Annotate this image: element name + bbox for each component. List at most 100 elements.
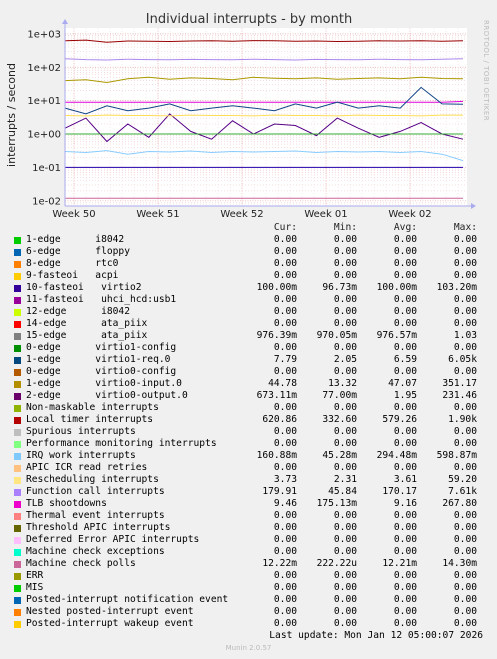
legend-row: Function call interrupts 179.91 45.84 170.1… [14,486,484,498]
legend-series-name: Rescheduling interrupts [26,474,159,485]
legend-row: 14-edge ata_piix 0.00 0.00 0.00 0.00 [14,318,484,330]
legend-value-max: 351.17 [442,378,477,389]
y-tick-label: 1e-02 [32,196,61,207]
legend-value-avg: 0.00 [393,606,417,617]
legend-value-max: 0.00 [453,438,477,449]
y-tick-label: 1e+03 [27,29,61,40]
legend-value-min: 0.00 [333,522,357,533]
legend-series-name: 8-edge rtc0 [26,258,119,269]
legend-value-min: 0.00 [333,246,357,257]
legend-value-cur: 0.00 [273,306,297,317]
legend-value-cur: 0.00 [273,522,297,533]
legend-value-cur: 12.22m [262,558,297,569]
legend-series-name: Posted-interrupt wakeup event [26,618,194,629]
legend: Cur: Min: Avg: Max: 1-edge i8042 0.00 0.00… [14,222,484,630]
legend-swatch [14,609,21,616]
legend-swatch [14,513,21,520]
legend-value-cur: 0.00 [273,594,297,605]
legend-value-min: 96.73m [322,282,357,293]
legend-row: 12-edge i8042 0.00 0.00 0.00 0.00 [14,306,484,318]
legend-value-min: 0.00 [333,234,357,245]
legend-swatch [14,561,21,568]
x-tick-label: Week 51 [136,209,179,220]
legend-swatch [14,261,21,268]
legend-value-min: 77.00m [322,390,357,401]
legend-value-cur: 0.00 [273,318,297,329]
legend-value-min: 0.00 [333,342,357,353]
legend-series-name: 2-edge virtio0-output.0 [26,390,188,401]
legend-row: Threshold APIC interrupts 0.00 0.00 0.00 0.0… [14,522,484,534]
legend-value-cur: 0.00 [273,570,297,581]
legend-value-min: 0.00 [333,426,357,437]
legend-row: 9-fasteoi acpi 0.00 0.00 0.00 0.00 [14,270,484,282]
y-tick-label: 1e+00 [27,130,61,141]
legend-header-max: Max: [453,222,477,233]
legend-series-name: Machine check exceptions [26,546,165,557]
legend-swatch [14,465,21,472]
legend-row: Rescheduling interrupts 3.73 2.31 3.61 59.20 [14,474,484,486]
legend-value-max: 7.61k [448,486,477,497]
legend-value-avg: 0.00 [393,270,417,281]
legend-row: MIS 0.00 0.00 0.00 0.00 [14,582,484,594]
munin-version: Munin 2.0.57 [225,644,272,652]
legend-row: 1-edge virtio1-req.0 7.79 2.05 6.59 6.05k [14,354,484,366]
legend-swatch [14,345,21,352]
legend-value-avg: 0.00 [393,546,417,557]
legend-value-max: 59.20 [448,474,477,485]
legend-swatch [14,525,21,532]
legend-value-max: 0.00 [453,594,477,605]
legend-value-avg: 0.00 [393,582,417,593]
legend-series-name: 14-edge ata_piix [26,318,148,329]
series-line [64,114,463,117]
legend-value-avg: 579.26 [382,414,417,425]
plot-background [65,28,467,206]
legend-series-name: 0-edge virtio0-config [26,366,177,377]
legend-value-cur: 620.86 [262,414,297,425]
legend-value-cur: 44.78 [268,378,297,389]
legend-swatch [14,549,21,556]
legend-row: 10-fasteoi virtio2 100.00m 96.73m 100.00m 10… [14,282,484,294]
legend-value-avg: 0.00 [393,402,417,413]
legend-value-cur: 100.00m [256,282,297,293]
legend-value-cur: 0.00 [273,258,297,269]
legend-series-name: IRQ work interrupts [26,450,136,461]
legend-swatch [14,405,21,412]
legend-value-max: 0.00 [453,342,477,353]
legend-row: 15-edge ata_piix 976.39m 970.05m 976.57m 1.0… [14,330,484,342]
legend-value-cur: 9.46 [273,498,297,509]
legend-series-name: Local timer interrupts [26,414,154,425]
legend-series-name: MIS [26,582,44,593]
legend-value-min: 0.00 [333,462,357,473]
legend-value-min: 13.32 [328,378,357,389]
legend-swatch [14,453,21,460]
legend-value-cur: 0.00 [273,294,297,305]
legend-series-name: Performance monitoring interrupts [26,438,217,449]
legend-swatch [14,393,21,400]
legend-swatch [14,501,21,508]
legend-value-min: 970.05m [316,330,357,341]
legend-value-min: 45.84 [328,486,357,497]
legend-value-min: 0.00 [333,594,357,605]
legend-series-name: 9-fasteoi acpi [26,270,119,281]
legend-value-avg: 0.00 [393,342,417,353]
legend-value-avg: 12.21m [382,558,417,569]
legend-series-name: Nested posted-interrupt event [26,606,194,617]
legend-header-min: Min: [333,222,357,233]
legend-swatch [14,333,21,340]
legend-value-avg: 0.00 [393,570,417,581]
legend-series-name: Deferred Error APIC interrupts [26,534,200,545]
legend-value-avg: 0.00 [393,594,417,605]
legend-swatch [14,585,21,592]
legend-series-name: ERR [26,570,44,581]
x-tick-label: Week 50 [52,209,95,220]
legend-row: Posted-interrupt notification event 0.00 0… [14,594,484,606]
legend-value-min: 0.00 [333,546,357,557]
legend-value-min: 0.00 [333,606,357,617]
legend-swatch [14,489,21,496]
legend-swatch [14,381,21,388]
legend-value-max: 0.00 [453,522,477,533]
legend-value-max: 1.90k [448,414,477,425]
legend-value-avg: 9.16 [393,498,417,509]
x-tick-label: Week 52 [220,209,263,220]
legend-value-min: 0.00 [333,306,357,317]
